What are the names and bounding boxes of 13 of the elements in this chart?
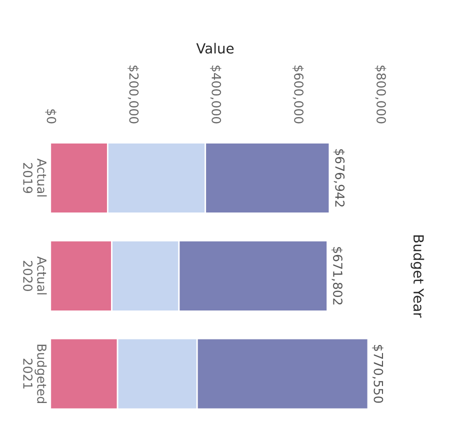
y-tick-label: Budgeted 2021 (23, 344, 47, 403)
x-axis-title: Value (196, 42, 234, 54)
y-tick-label: Actual 2019 (23, 158, 47, 196)
x-tick-label: $800,000 (374, 66, 386, 124)
x-tick-label: $600,000 (292, 66, 304, 124)
x-tick-label: $400,000 (210, 66, 222, 124)
total-label: $671,802 (331, 247, 343, 304)
y-tick-label: Actual 2020 (23, 256, 47, 294)
x-tick-label: $0 (45, 109, 56, 124)
y-axis-title: Budget Year (410, 235, 424, 318)
x-tick-label: $200,000 (128, 66, 139, 124)
total-label: $770,550 (372, 345, 384, 403)
total-label: $676,942 (333, 149, 345, 207)
